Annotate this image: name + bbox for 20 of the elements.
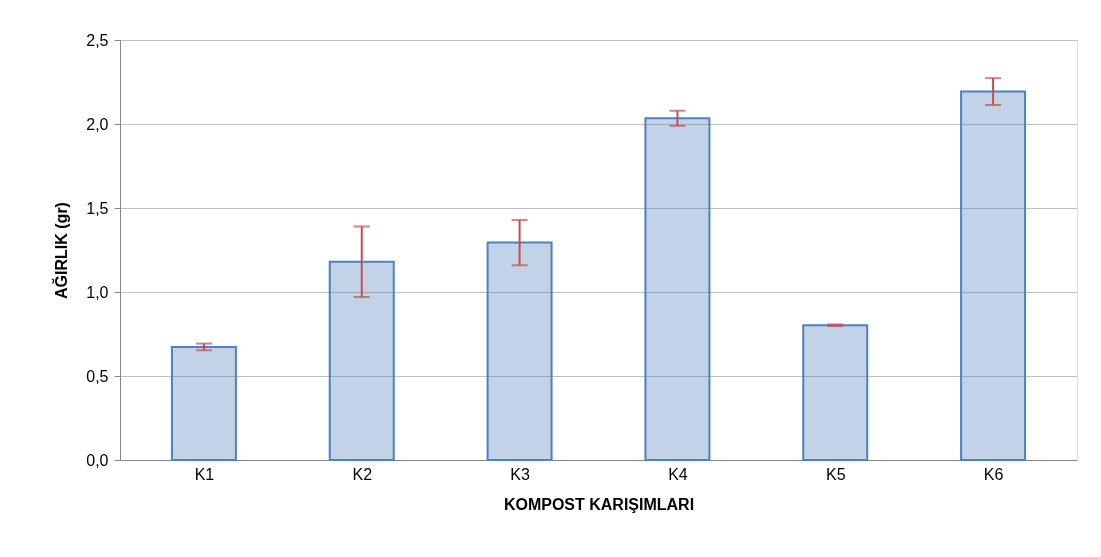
bar [644, 117, 711, 461]
x-axis-title: KOMPOST KARIŞIMLARI [503, 495, 695, 513]
x-tick-label: K5 [825, 465, 846, 483]
bar [328, 260, 395, 461]
y-tick-label: 0,0 [86, 451, 109, 469]
y-tick-label: 1,0 [86, 283, 109, 301]
y-tick-label: 2,5 [86, 31, 109, 49]
bar [486, 241, 553, 461]
y-tick-label: 0,5 [86, 367, 109, 385]
x-tick-label: K4 [668, 465, 688, 483]
y-tick-label: 2,0 [86, 115, 109, 133]
x-tick-label: K3 [510, 465, 530, 483]
x-tick-label: K1 [194, 465, 215, 483]
x-tick-label: K2 [352, 465, 373, 483]
y-axis-title: AĞIRLIK (gr) [52, 202, 71, 299]
bar [802, 324, 869, 461]
bar [170, 345, 237, 461]
bar [960, 90, 1027, 461]
x-tick-label: K6 [983, 465, 1004, 483]
y-tick-label: 1,5 [86, 199, 109, 217]
